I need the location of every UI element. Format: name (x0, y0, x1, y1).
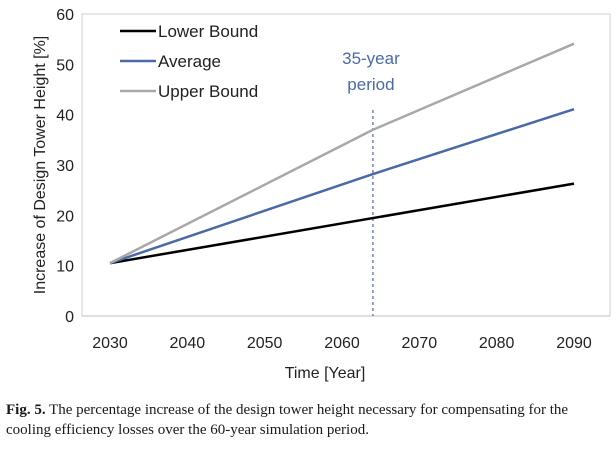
legend-label: Upper Bound (158, 82, 258, 101)
series-line (109, 42, 575, 265)
y-tick-label: 10 (56, 259, 74, 276)
legend: Lower Bound Average Upper Bound (120, 22, 258, 101)
figure-label: Fig. 5. (6, 402, 46, 418)
y-tick-label: 60 (56, 7, 74, 24)
series-lines (109, 42, 575, 265)
y-tick-label: 30 (56, 158, 74, 175)
y-tick-label: 20 (56, 208, 74, 225)
figure-caption-text: The percentage increase of the design to… (6, 402, 569, 438)
x-axis-ticks: 2030 2040 2050 2060 2070 2080 2090 (92, 335, 592, 352)
series-line (109, 182, 575, 265)
legend-label: Lower Bound (158, 22, 258, 41)
y-axis-ticks: 0 10 20 30 40 50 60 (56, 7, 74, 326)
x-tick-label: 2090 (556, 335, 592, 352)
annotation-line1: 35-year (342, 49, 400, 68)
line-chart: 2030 2040 2050 2060 2070 2080 2090 01020304050… (32, 7, 611, 382)
y-axis-title: Increase of Design Tower Height [%] (32, 36, 49, 295)
y-tick-label: 50 (56, 57, 74, 74)
x-axis-title: Time [Year] (285, 365, 366, 382)
x-tick-label: 2070 (402, 335, 438, 352)
legend-label: Average (158, 52, 221, 71)
figure-caption: Fig. 5. The percentage increase of the d… (6, 400, 610, 440)
x-tick-label: 2050 (247, 335, 283, 352)
series-line (109, 107, 575, 265)
x-tick-label: 2030 (92, 335, 128, 352)
x-tick-label: 2040 (170, 335, 206, 352)
y-tick-label: 0 (65, 309, 74, 326)
annotation-line2: period (347, 75, 394, 94)
x-tick-label: 2060 (324, 335, 360, 352)
y-tick-label: 40 (56, 108, 74, 125)
x-tick-label: 2080 (479, 335, 515, 352)
